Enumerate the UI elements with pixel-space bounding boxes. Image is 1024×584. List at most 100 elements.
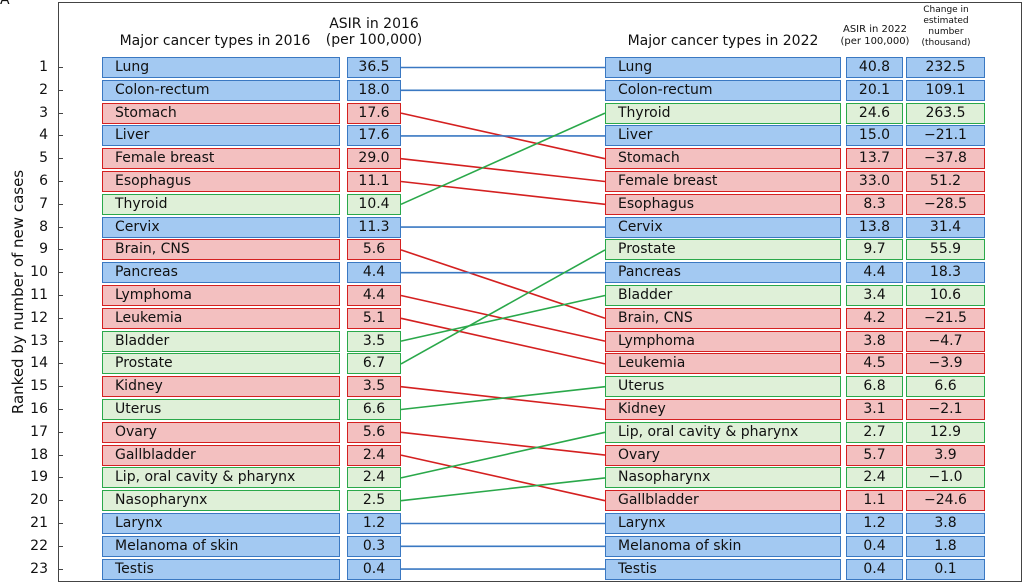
header-change: Change in estimated number (thousand) <box>908 5 984 49</box>
change-value: −2.1 <box>906 399 985 420</box>
left-asir-value: 0.3 <box>347 535 401 557</box>
header-change-line3: number <box>928 27 964 37</box>
right-asir-value: 0.4 <box>846 535 903 557</box>
left-cancer-name: Lymphoma <box>102 285 340 306</box>
left-asir-value: 11.1 <box>347 171 401 192</box>
rank-label: 11 <box>30 287 48 303</box>
right-cancer-name: Colon-rectum <box>605 79 841 101</box>
rank-link-line <box>400 454 606 502</box>
left-asir-value: 2.5 <box>347 490 401 512</box>
rank-tick <box>58 226 63 228</box>
left-cancer-name: Nasopharynx <box>102 490 340 512</box>
right-cancer-name: Lip, oral cavity & pharynx <box>605 421 841 443</box>
change-value: −28.5 <box>906 193 985 215</box>
right-cancer-name: Liver <box>605 125 841 147</box>
header-left-asir: ASIR in 2016 (per 100,000) <box>322 16 426 48</box>
left-cancer-name: Testis <box>102 558 340 580</box>
rank-tick <box>58 89 63 91</box>
left-cancer-name: Kidney <box>102 376 340 398</box>
rank-label: 3 <box>39 104 48 121</box>
right-cancer-name: Pancreas <box>605 262 841 284</box>
right-cancer-name: Esophagus <box>605 193 841 215</box>
left-cancer-name: Stomach <box>102 102 340 124</box>
rank-tick <box>58 545 63 547</box>
right-cancer-name: Prostate <box>605 239 841 261</box>
left-cancer-name: Bladder <box>102 330 340 352</box>
header-change-line1: Change in <box>923 5 969 15</box>
right-cancer-name: Larynx <box>605 513 841 534</box>
left-cancer-name: Lung <box>102 57 340 78</box>
left-asir-value: 2.4 <box>347 467 401 489</box>
rank-label: 1 <box>39 59 48 75</box>
change-value: 0.1 <box>906 558 985 580</box>
right-asir-value: 2.7 <box>846 421 903 443</box>
rank-label: 13 <box>30 332 48 349</box>
change-value: 18.3 <box>906 262 985 284</box>
right-cancer-name: Gallbladder <box>605 490 841 512</box>
rank-label: 9 <box>39 241 48 258</box>
change-value: −21.5 <box>906 307 985 329</box>
change-value: −21.1 <box>906 125 985 147</box>
change-value: 109.1 <box>906 79 985 101</box>
left-cancer-name: Cervix <box>102 216 340 238</box>
rank-link-line <box>400 180 606 206</box>
rank-label: 15 <box>30 378 48 395</box>
rank-tick <box>58 249 63 251</box>
rank-label: 19 <box>30 469 48 486</box>
right-asir-value: 6.8 <box>846 376 903 398</box>
right-asir-value: 8.3 <box>846 193 903 215</box>
header-right-asir-line1: ASIR in 2022 <box>842 24 907 35</box>
right-cancer-name: Female breast <box>605 171 841 192</box>
rank-tick <box>58 340 63 342</box>
rank-label: 20 <box>30 492 48 509</box>
left-asir-value: 29.0 <box>347 148 401 170</box>
rank-tick <box>58 409 63 410</box>
left-asir-value: 17.6 <box>347 102 401 124</box>
right-cancer-name: Leukemia <box>605 353 841 375</box>
change-value: 232.5 <box>906 57 985 78</box>
right-asir-value: 24.6 <box>846 102 903 124</box>
rank-tick <box>58 181 63 182</box>
rank-tick <box>58 272 63 274</box>
rank-tick <box>58 203 63 205</box>
rank-label: 21 <box>30 515 48 531</box>
left-asir-value: 5.6 <box>347 239 401 261</box>
header-right-types: Major cancer types in 2022 <box>627 33 819 49</box>
rank-link-line <box>400 112 606 206</box>
rank-tick <box>58 158 63 160</box>
change-value: 3.8 <box>906 513 985 534</box>
header-left-types: Major cancer types in 2016 <box>119 33 311 49</box>
change-value: 263.5 <box>906 102 985 124</box>
right-asir-value: 33.0 <box>846 171 903 192</box>
change-value: −3.9 <box>906 353 985 375</box>
rank-tick <box>58 477 63 479</box>
rank-tick <box>58 500 63 502</box>
rank-tick <box>58 317 63 319</box>
right-asir-value: 0.4 <box>846 558 903 580</box>
rank-label: 2 <box>39 81 48 98</box>
right-asir-value: 40.8 <box>846 57 903 78</box>
change-value: 55.9 <box>906 239 985 261</box>
rank-link-line <box>400 385 606 411</box>
left-cancer-name: Melanoma of skin <box>102 535 340 557</box>
rank-label: 5 <box>39 150 48 167</box>
change-value: −24.6 <box>906 490 985 512</box>
chart-frame <box>58 2 1022 582</box>
left-asir-value: 6.7 <box>347 353 401 375</box>
rank-link-line <box>400 249 606 320</box>
left-asir-value: 6.6 <box>347 399 401 420</box>
right-cancer-name: Bladder <box>605 285 841 306</box>
right-asir-value: 9.7 <box>846 239 903 261</box>
rank-tick <box>58 431 63 433</box>
right-asir-value: 1.1 <box>846 490 903 512</box>
rank-label: 10 <box>30 264 48 281</box>
left-cancer-name: Prostate <box>102 353 340 375</box>
left-asir-value: 2.4 <box>347 444 401 466</box>
change-value: −37.8 <box>906 148 985 170</box>
right-asir-value: 20.1 <box>846 79 903 101</box>
rank-tick <box>58 112 63 114</box>
rank-label: 18 <box>30 446 48 463</box>
left-cancer-name: Ovary <box>102 421 340 443</box>
rank-tick <box>58 363 63 365</box>
right-cancer-name: Testis <box>605 558 841 580</box>
